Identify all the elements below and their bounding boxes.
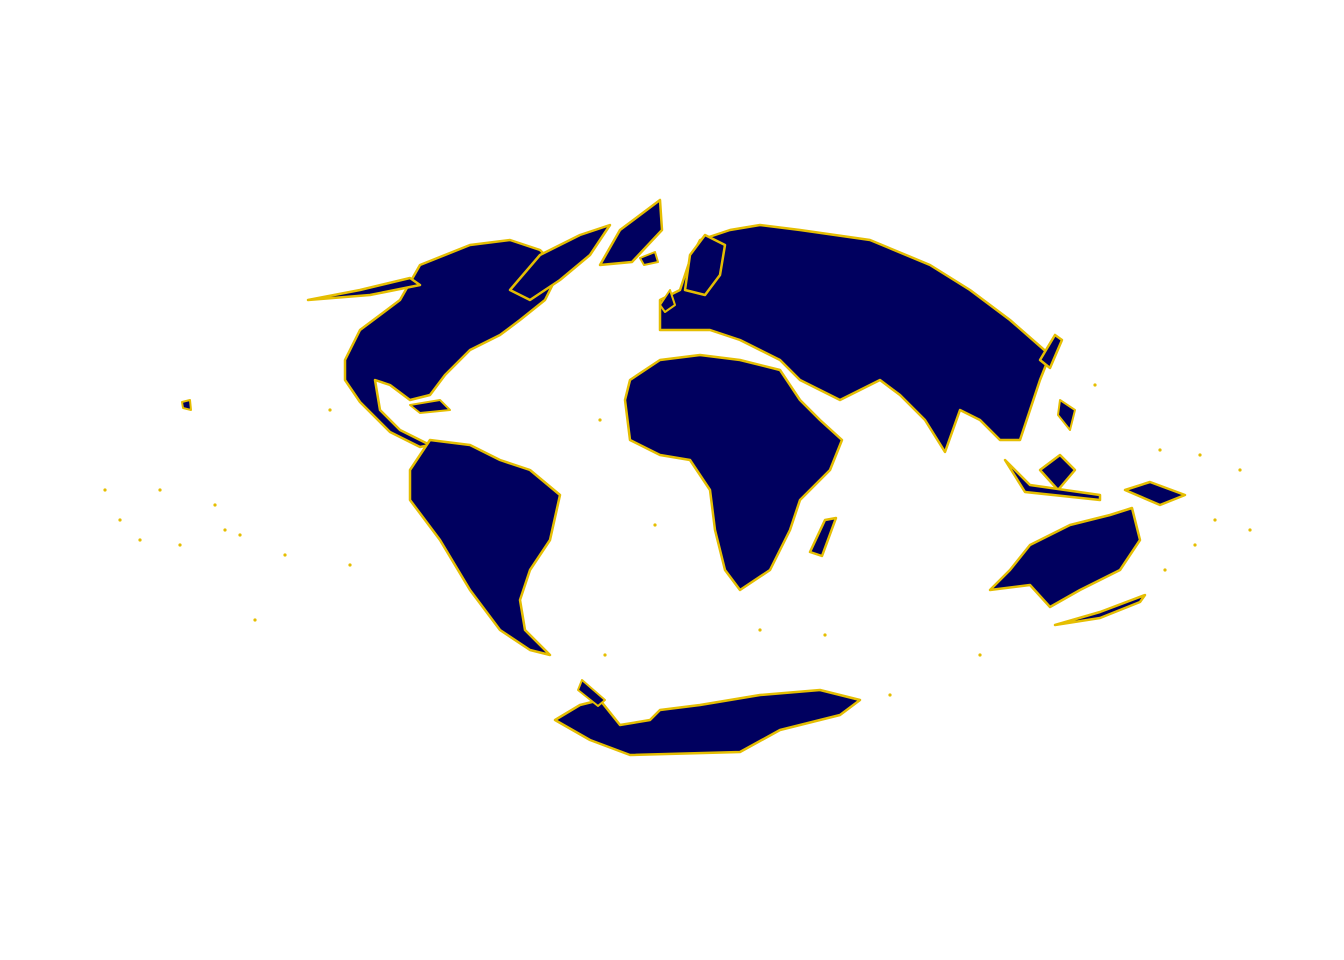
iceland [639,251,659,266]
borneo [1038,453,1077,492]
small-island [603,653,607,657]
small-island [1213,518,1217,522]
small-island [598,418,602,422]
small-island [103,488,107,492]
small-island [238,533,242,537]
small-island [1198,453,1202,457]
small-island [1238,468,1242,472]
sumatra-java [1003,458,1102,502]
antarctic-peninsula [577,679,606,707]
small-island [1163,568,1167,572]
small-island [823,633,827,637]
new-zealand [1053,593,1147,627]
arctic-islands [508,223,612,302]
south-america [408,438,562,657]
small-island [1248,528,1252,532]
small-island [758,628,762,632]
small-island [223,528,227,532]
japan [1038,333,1064,370]
landmasses [181,198,1187,757]
small-island [253,618,257,622]
small-island [1093,383,1097,387]
british-isles [659,289,676,313]
madagascar [808,516,838,558]
hawaii [181,399,192,411]
small-island [213,503,217,507]
alaska-tail [306,276,422,302]
small-island [978,653,982,657]
australia [988,506,1142,609]
scandinavia [683,233,727,297]
small-island [283,553,287,557]
africa [623,353,844,592]
antarctica [553,688,862,757]
small-island [888,693,892,697]
small-island [1158,448,1162,452]
small-island [138,538,142,542]
small-island [158,488,162,492]
new-guinea [1123,480,1187,507]
small-island [653,523,657,527]
small-island [118,518,122,522]
small-island [178,543,182,547]
philippines [1057,399,1076,431]
north-america [343,238,562,449]
small-island [348,563,352,567]
greenland [598,198,664,267]
small-island [328,408,332,412]
small-island [1193,543,1197,547]
eurasia [658,223,1052,454]
caribbean [409,399,451,414]
